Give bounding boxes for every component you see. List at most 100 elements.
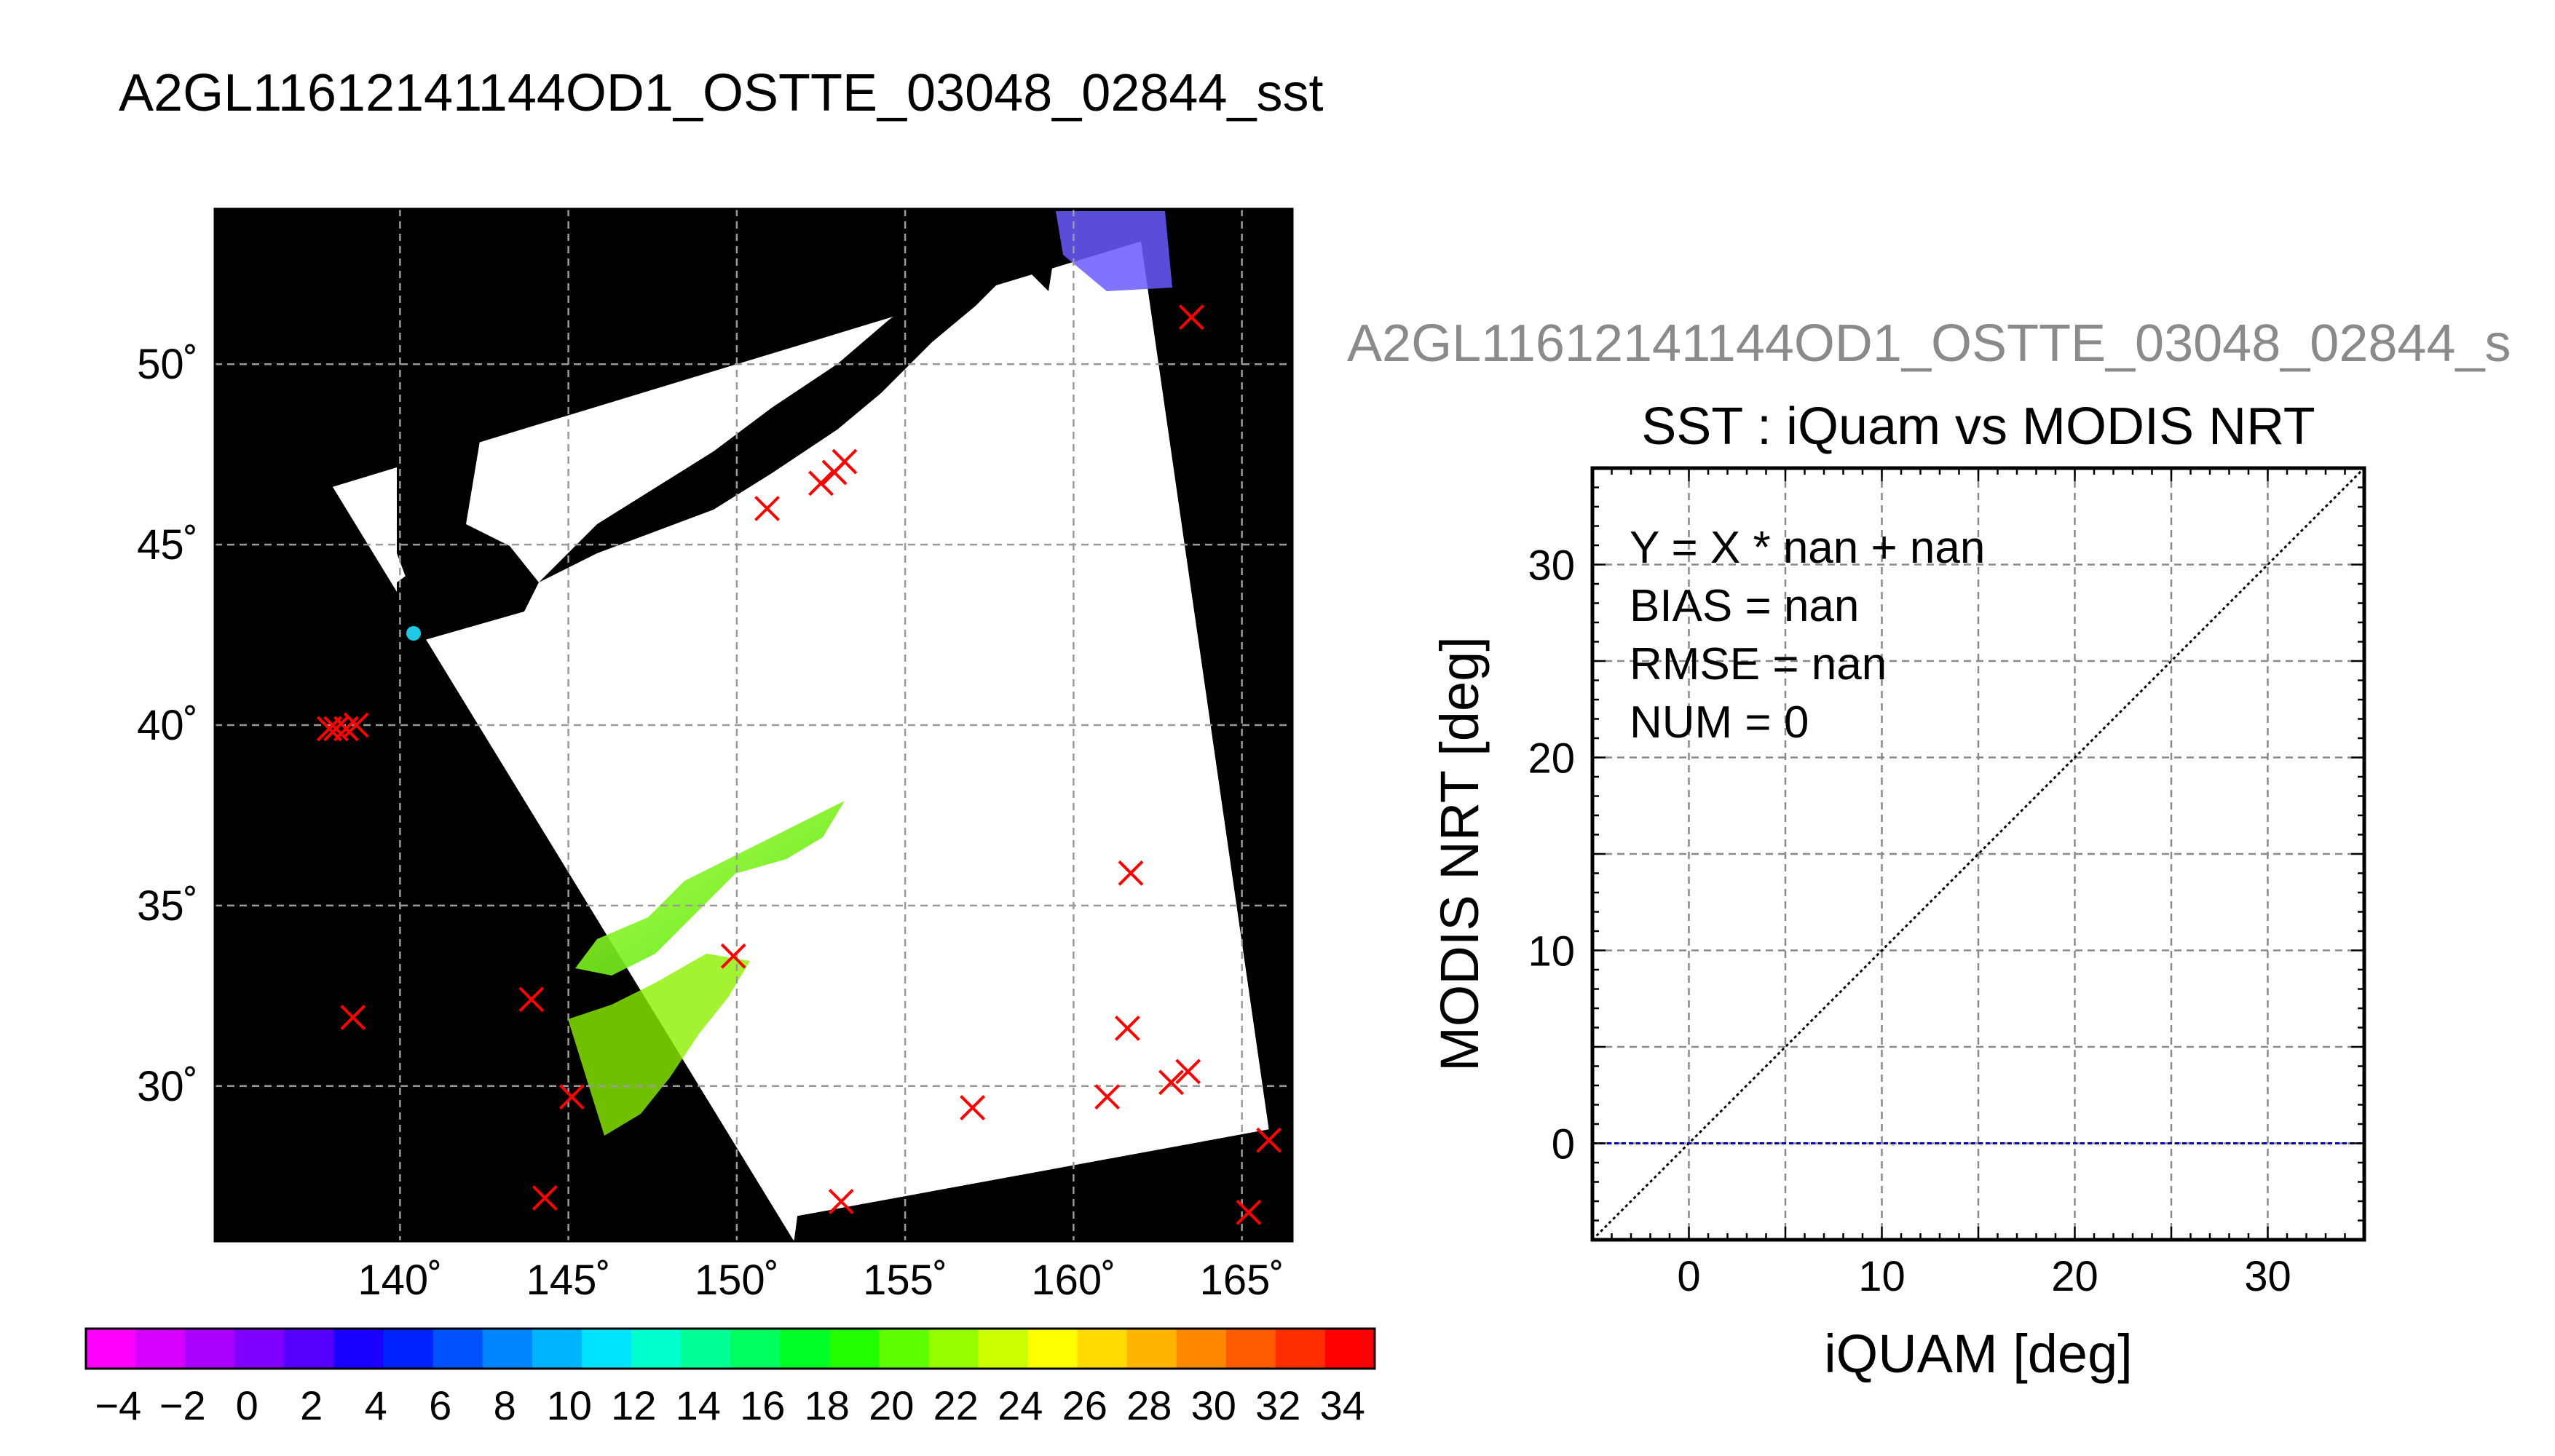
map-y-tick-label: 45˚	[137, 521, 198, 569]
colorbar-tick-label: 0	[236, 1382, 258, 1428]
map-x-tick-label: 150˚	[695, 1257, 779, 1304]
colorbar-tick-label: 28	[1126, 1382, 1172, 1428]
colorbar-swatch	[383, 1329, 434, 1369]
colorbar-swatch	[433, 1329, 483, 1369]
scatter-y-axis-label: MODIS NRT [deg]	[1429, 636, 1490, 1072]
colorbar-tick-label: 32	[1255, 1382, 1300, 1428]
scatter-stats: Y = X * nan + nan BIAS = nan RMSE = nan NUM…	[1630, 523, 1985, 748]
colorbar-swatch	[1225, 1329, 1276, 1369]
scatter-x-tick-label: 10	[1858, 1253, 1906, 1300]
colorbar-swatch	[1027, 1329, 1078, 1369]
scatter-y-tick-label: 30	[1528, 542, 1575, 590]
iquam-marker	[518, 986, 545, 1013]
colorbar-tick-label: 24	[998, 1382, 1043, 1428]
iquam-marker	[558, 1084, 585, 1110]
iquam-marker	[532, 1185, 558, 1211]
colorbar-swatch	[978, 1329, 1028, 1369]
warm-water-patch-2	[568, 954, 750, 1136]
colorbar-tick-label: 22	[933, 1382, 979, 1428]
colorbar-tick-label: 6	[429, 1382, 451, 1428]
scatter-frame	[1590, 466, 2366, 1242]
colorbar-tick-label: 14	[676, 1382, 721, 1428]
colorbar-swatch	[86, 1329, 136, 1369]
map-gridlines	[215, 209, 1292, 1241]
colorbar-tick-label: 18	[805, 1382, 850, 1428]
iquam-marker	[1158, 1069, 1184, 1096]
colorbar-swatch	[1077, 1329, 1128, 1369]
map-x-tick-label: 145˚	[526, 1257, 611, 1304]
iquam-marker	[1118, 860, 1144, 886]
scatter-x-tick-label: 20	[2051, 1253, 2098, 1300]
map-title: A2GL11612141144OD1_OSTTE_03048_02844_sst	[119, 64, 1324, 122]
land-hokkaido	[397, 524, 539, 641]
iquam-marker	[1236, 1199, 1262, 1225]
scatter-plot: SST : iQuam vs MODIS NRT 0 10 20 300102030 …	[1429, 397, 2366, 1384]
sst-colorbar: −4 −2 0 2 4 6 8 10 12 14 16 18 20 22 24 26 28 30 32 34	[84, 1327, 1376, 1428]
colorbar-swatch	[829, 1329, 880, 1369]
colorbar-tick-label: 4	[365, 1382, 387, 1428]
colorbar-swatch	[532, 1329, 583, 1369]
colorbar-frame	[84, 1327, 1376, 1370]
scatter-stat-line: BIAS = nan	[1630, 581, 1859, 631]
colorbar-tick-label: 16	[740, 1382, 785, 1428]
colorbar-swatch	[185, 1329, 235, 1369]
colorbar-swatch	[1275, 1329, 1326, 1369]
iquam-marker	[340, 1005, 366, 1031]
iquam-marker	[960, 1095, 986, 1120]
iquam-marker	[1094, 1084, 1121, 1110]
iquam-marker	[754, 496, 780, 521]
map-x-tick-label: 155˚	[863, 1257, 947, 1304]
iquam-marker	[1114, 1016, 1140, 1041]
scatter-title: SST : iQuam vs MODIS NRT	[1641, 397, 2315, 456]
iquam-marker	[1178, 304, 1204, 331]
scatter-stat-line: NUM = 0	[1630, 697, 1809, 748]
scatter-ticks: 0 10 20 30 0 10 20 30	[1528, 468, 2364, 1300]
scatter-file-title: A2GL11612141144OD1_OSTTE_03048_02844_s	[1347, 314, 2511, 373]
colorbar-tick-label: 10	[547, 1382, 592, 1428]
iquam-markers	[257, 304, 1282, 1267]
colorbar-swatch	[680, 1329, 731, 1369]
colorbar-tick-label: 2	[300, 1382, 323, 1428]
map-y-tick-labels: 30˚ 35˚ 40˚ 45˚ 50˚	[137, 341, 198, 1110]
iquam-marker	[720, 943, 746, 969]
colorbar-tick-label: 30	[1191, 1382, 1236, 1428]
iquam-marker	[832, 448, 858, 475]
iquam-marker	[257, 1244, 280, 1267]
colorbar-tick-label: 26	[1062, 1382, 1107, 1428]
scatter-y-tick-label: 10	[1528, 928, 1575, 976]
scatter-y-tick-label: 0	[1552, 1121, 1575, 1168]
colorbar-swatch	[631, 1329, 682, 1369]
scatter-y-tick-label: 20	[1528, 735, 1575, 783]
colorbar-tick-label: 12	[611, 1382, 656, 1428]
colorbar-swatch	[135, 1329, 186, 1369]
colorbar-swatch	[730, 1329, 781, 1369]
colorbar-swatch	[1324, 1329, 1375, 1369]
iquam-marker	[808, 470, 834, 496]
colorbar-tick-label: −2	[159, 1382, 206, 1428]
map-y-tick-label: 35˚	[137, 882, 198, 930]
colorbar-swatch	[284, 1329, 334, 1369]
map-x-tick-label: 140˚	[358, 1257, 442, 1304]
map-y-tick-label: 40˚	[137, 702, 198, 749]
iquam-marker	[1175, 1059, 1201, 1085]
colorbar-swatch	[333, 1329, 384, 1369]
scatter-reference-lines	[1592, 468, 2364, 1240]
land-kurils	[539, 277, 1005, 582]
map-y-tick-label: 30˚	[137, 1063, 198, 1110]
colorbar-swatch	[879, 1329, 929, 1369]
iquam-marker	[1256, 1127, 1282, 1153]
colorbar-swatch	[1176, 1329, 1227, 1369]
one-to-one-line	[1592, 468, 2364, 1240]
map-x-tick-labels: 140˚ 145˚ 150˚ 155˚ 160˚ 165˚	[358, 1257, 1284, 1304]
map-y-tick-label: 50˚	[137, 341, 198, 388]
colorbar-swatch	[1126, 1329, 1177, 1369]
iquam-marker	[323, 716, 349, 742]
sea-of-okhotsk-ice	[1056, 211, 1172, 291]
iquam-marker	[343, 712, 369, 738]
scatter-stat-line: Y = X * nan + nan	[1630, 523, 1985, 573]
colorbar-tick-label: −4	[95, 1382, 141, 1428]
colorbar-swatch	[928, 1329, 979, 1369]
colorbar-swatch	[581, 1329, 632, 1369]
scatter-x-tick-label: 30	[2244, 1253, 2291, 1300]
